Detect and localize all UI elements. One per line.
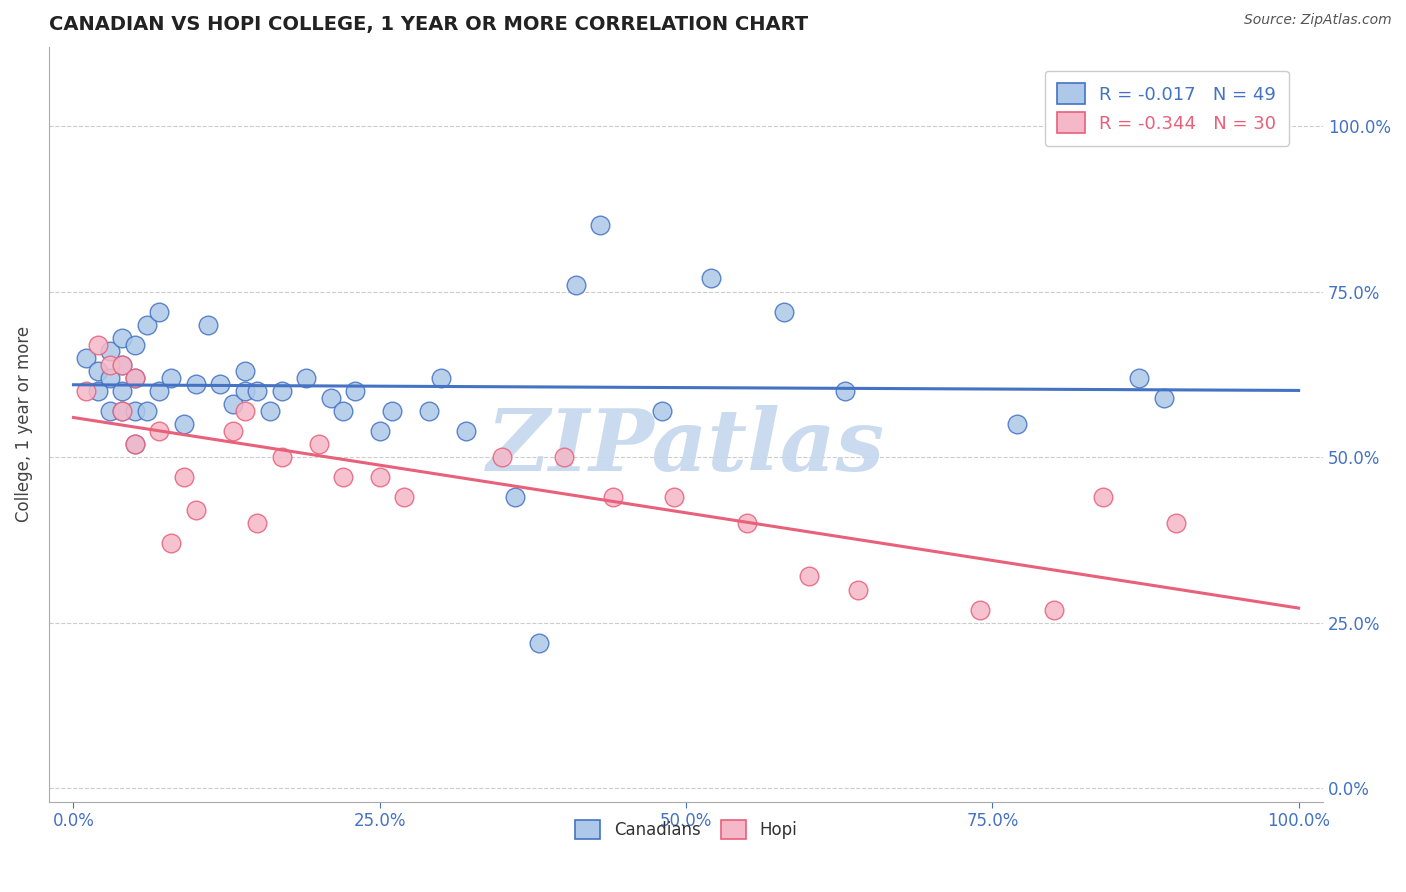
Point [368, 424, 391, 438]
Point [136, 318, 159, 332]
Point [834, 384, 856, 398]
Point [111, 358, 134, 372]
Point [344, 384, 367, 398]
Point [737, 516, 759, 531]
Point [1153, 391, 1175, 405]
Point [184, 503, 207, 517]
Point [111, 331, 134, 345]
Point [209, 377, 232, 392]
Text: Source: ZipAtlas.com: Source: ZipAtlas.com [1244, 13, 1392, 28]
Point [148, 424, 170, 438]
Legend: Canadians, Hopi: Canadians, Hopi [569, 814, 803, 847]
Point [503, 490, 526, 504]
Point [173, 470, 195, 484]
Point [651, 404, 673, 418]
Point [295, 371, 318, 385]
Point [319, 391, 342, 405]
Point [969, 602, 991, 616]
Point [1091, 490, 1114, 504]
Point [160, 371, 183, 385]
Point [98, 358, 121, 372]
Point [394, 490, 416, 504]
Point [87, 384, 110, 398]
Point [430, 371, 453, 385]
Point [602, 490, 624, 504]
Point [136, 404, 159, 418]
Point [797, 569, 820, 583]
Point [454, 424, 477, 438]
Point [222, 397, 245, 411]
Point [197, 318, 219, 332]
Point [124, 437, 146, 451]
Point [246, 516, 269, 531]
Point [332, 470, 354, 484]
Point [98, 371, 121, 385]
Point [662, 490, 685, 504]
Point [368, 470, 391, 484]
Point [1005, 417, 1028, 431]
Y-axis label: College, 1 year or more: College, 1 year or more [15, 326, 32, 522]
Point [308, 437, 330, 451]
Point [846, 582, 869, 597]
Point [111, 358, 134, 372]
Point [527, 635, 550, 649]
Point [699, 271, 721, 285]
Point [184, 377, 207, 392]
Point [418, 404, 440, 418]
Point [148, 304, 170, 318]
Point [233, 384, 256, 398]
Point [1128, 371, 1150, 385]
Point [491, 450, 513, 465]
Point [111, 404, 134, 418]
Point [553, 450, 575, 465]
Point [565, 278, 588, 293]
Point [87, 337, 110, 351]
Point [332, 404, 354, 418]
Point [124, 337, 146, 351]
Point [124, 437, 146, 451]
Point [270, 450, 292, 465]
Point [75, 384, 97, 398]
Point [270, 384, 292, 398]
Point [246, 384, 269, 398]
Point [1166, 516, 1188, 531]
Point [98, 404, 121, 418]
Point [259, 404, 281, 418]
Point [98, 344, 121, 359]
Point [75, 351, 97, 365]
Point [111, 384, 134, 398]
Point [87, 364, 110, 378]
Point [773, 304, 796, 318]
Point [124, 371, 146, 385]
Point [124, 404, 146, 418]
Point [1042, 602, 1064, 616]
Point [173, 417, 195, 431]
Point [160, 536, 183, 550]
Point [124, 371, 146, 385]
Point [233, 364, 256, 378]
Point [589, 219, 612, 233]
Point [233, 404, 256, 418]
Point [148, 384, 170, 398]
Text: CANADIAN VS HOPI COLLEGE, 1 YEAR OR MORE CORRELATION CHART: CANADIAN VS HOPI COLLEGE, 1 YEAR OR MORE… [49, 15, 808, 34]
Point [222, 424, 245, 438]
Text: ZIPatlas: ZIPatlas [486, 405, 886, 489]
Point [381, 404, 404, 418]
Point [111, 404, 134, 418]
